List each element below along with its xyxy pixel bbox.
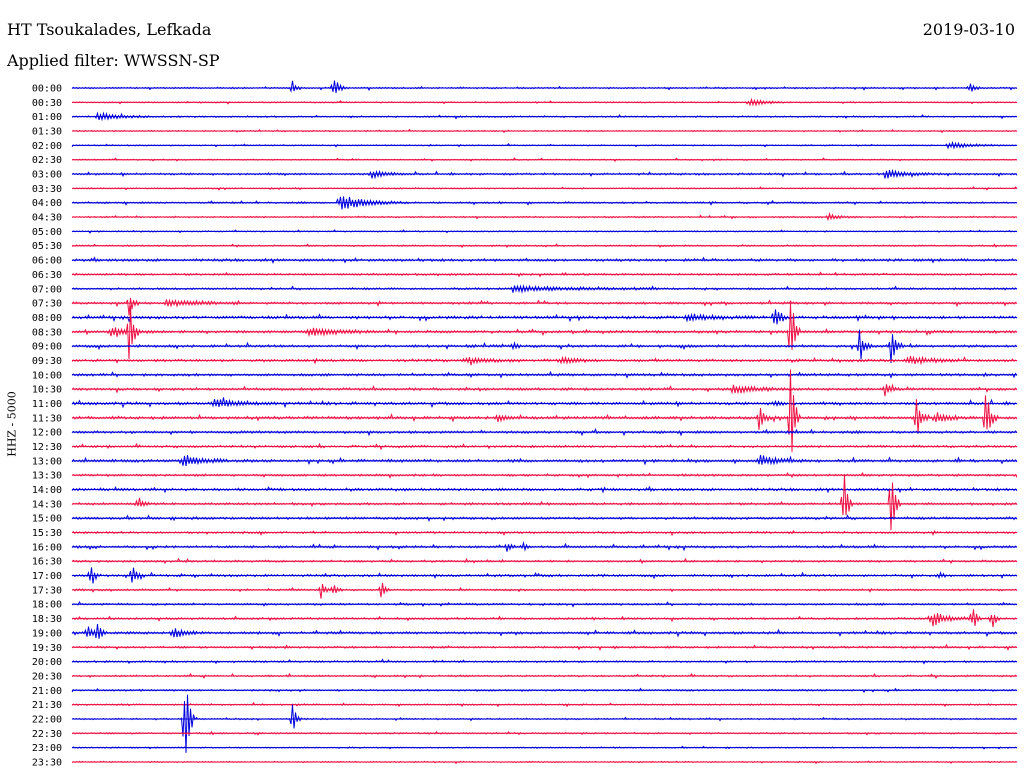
trace-row (71, 383, 1018, 397)
row-time-label: 21:00 (32, 686, 62, 697)
row-time-label: 00:00 (32, 84, 62, 95)
row-time-label: 01:00 (32, 112, 62, 123)
row-time-label: 09:00 (32, 342, 62, 353)
trace-row (71, 694, 1018, 753)
row-time-label: 21:30 (32, 700, 62, 711)
trace-row (71, 485, 1018, 494)
row-time-label: 20:30 (32, 671, 62, 682)
trace-row (71, 355, 1018, 366)
trace-row (71, 472, 1018, 479)
row-time-label: 23:00 (32, 743, 62, 754)
trace-row (71, 329, 1018, 364)
row-time-label: 09:30 (32, 356, 62, 367)
row-time-label: 19:00 (32, 628, 62, 639)
row-time-label: 08:00 (32, 313, 62, 324)
record-date: 2019-03-10 (922, 20, 1015, 39)
row-time-label: 22:30 (32, 729, 62, 740)
row-time-label: 11:00 (32, 399, 62, 410)
row-time-label: 12:30 (32, 442, 62, 453)
trace-row (71, 427, 1018, 437)
trace-row (71, 600, 1018, 608)
row-time-label: 18:00 (32, 600, 62, 611)
row-time-label: 13:00 (32, 456, 62, 467)
trace-row (71, 369, 1018, 452)
trace-row (71, 567, 1018, 584)
row-time-label: 05:00 (32, 227, 62, 238)
row-time-label: 16:00 (32, 542, 62, 553)
row-time-label: 04:00 (32, 198, 62, 209)
row-time-label: 15:30 (32, 528, 62, 539)
row-time-label: 17:30 (32, 585, 62, 596)
row-time-label: 11:30 (32, 413, 62, 424)
row-time-label: 17:00 (32, 571, 62, 582)
row-time-label: 05:30 (32, 241, 62, 252)
row-time-label: 13:30 (32, 471, 62, 482)
row-time-label: 00:30 (32, 98, 62, 109)
trace-row (71, 297, 1018, 316)
row-time-label: 23:30 (32, 757, 62, 768)
row-time-label: 12:00 (32, 428, 62, 439)
row-time-label: 06:00 (32, 256, 62, 267)
trace-row (71, 271, 1018, 278)
row-time-label: 08:30 (32, 327, 62, 338)
row-time-label: 16:30 (32, 557, 62, 568)
trace-row (71, 624, 1018, 639)
trace-row (71, 80, 1018, 94)
trace-row (71, 474, 1018, 531)
row-time-label: 22:00 (32, 714, 62, 725)
row-time-label: 07:30 (32, 299, 62, 310)
row-time-label: 01:30 (32, 127, 62, 138)
trace-row (71, 309, 1018, 325)
row-time-label: 02:00 (32, 141, 62, 152)
trace-row (71, 582, 1018, 599)
row-time-label: 10:30 (32, 385, 62, 396)
row-time-label: 04:30 (32, 213, 62, 224)
row-time-label: 19:30 (32, 643, 62, 654)
row-time-label: 18:30 (32, 614, 62, 625)
row-time-label: 14:00 (32, 485, 62, 496)
row-time-label: 07:00 (32, 284, 62, 295)
trace-row (71, 557, 1018, 565)
trace-row (71, 397, 1018, 409)
row-time-label: 14:30 (32, 499, 62, 510)
row-time-label: 02:30 (32, 155, 62, 166)
station-title: HT Tsoukalades, Lefkada (7, 20, 212, 39)
row-time-label: 06:30 (32, 270, 62, 281)
row-time-label: 10:00 (32, 370, 62, 381)
row-time-label: 20:00 (32, 657, 62, 668)
row-time-label: 15:00 (32, 514, 62, 525)
filter-label: Applied filter: WWSSN-SP (7, 51, 220, 70)
row-time-label: 03:30 (32, 184, 62, 195)
row-time-label: 03:00 (32, 170, 62, 181)
